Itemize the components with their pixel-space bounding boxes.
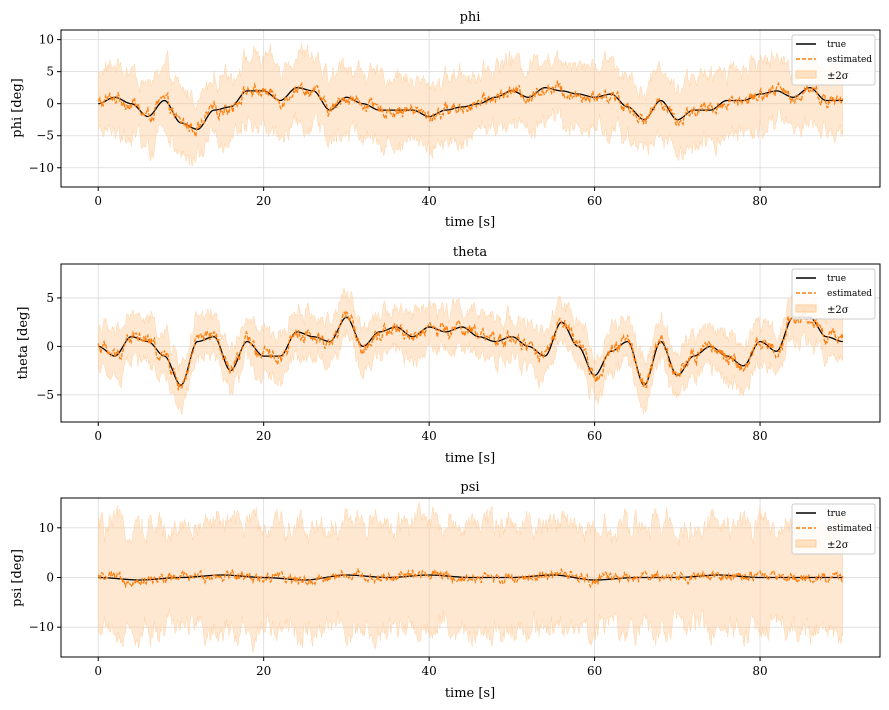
y-axis-label: psi [deg] — [10, 549, 25, 607]
estimated-series-line — [97, 79, 844, 139]
axis-ticks: 0 20 40 60 80 −10 −5 0 5 10 — [29, 33, 768, 208]
x-axis-label: time [s] — [445, 215, 495, 230]
legend-label-band: ±2σ — [827, 305, 849, 316]
y-tick-label: 0 — [46, 339, 54, 353]
subplot-psi: psi 0 20 40 60 80 −10 0 10 time [s] psi … — [10, 480, 881, 701]
y-tick-label: 10 — [39, 521, 54, 535]
legend-label-true: true — [827, 274, 846, 284]
y-tick-label: 0 — [46, 571, 54, 585]
x-axis-label: time [s] — [445, 686, 495, 701]
legend-label-band: ±2σ — [827, 71, 849, 82]
legend-swatch-band — [795, 539, 817, 548]
legend: true estimated ±2σ — [791, 34, 876, 86]
legend-label-true: true — [827, 509, 846, 519]
legend-label-band: ±2σ — [827, 540, 849, 551]
plot-frame — [60, 263, 881, 423]
x-tick-label: 40 — [421, 429, 436, 443]
x-tick-label: 0 — [94, 664, 102, 678]
estimated-series-line — [98, 567, 844, 589]
y-tick-label: −5 — [36, 129, 54, 143]
y-axis-label: theta [deg] — [16, 307, 31, 380]
sigma-band — [97, 287, 844, 416]
x-tick-label: 20 — [256, 194, 271, 208]
x-tick-label: 0 — [94, 429, 102, 443]
subplot-theta: theta 0 20 40 60 80 −5 0 5 time [s] thet… — [16, 245, 881, 466]
legend: true estimated ±2σ — [791, 503, 876, 555]
y-tick-label: 10 — [39, 33, 54, 47]
x-tick-label: 40 — [421, 194, 436, 208]
chart-title: phi — [460, 10, 481, 25]
legend-swatch-band — [795, 70, 817, 79]
x-tick-label: 60 — [587, 429, 602, 443]
x-tick-label: 80 — [752, 194, 767, 208]
y-tick-label: −5 — [36, 388, 54, 402]
y-tick-label: −10 — [29, 620, 54, 634]
estimated-series-line — [97, 308, 844, 391]
legend: true estimated ±2σ — [791, 268, 876, 320]
x-tick-label: 0 — [94, 194, 102, 208]
x-tick-label: 80 — [752, 429, 767, 443]
x-tick-label: 60 — [587, 194, 602, 208]
sigma-band — [97, 43, 844, 166]
y-tick-label: 5 — [46, 65, 54, 79]
legend-label-estimated: estimated — [827, 289, 872, 299]
y-tick-label: 0 — [46, 97, 54, 111]
x-tick-label: 80 — [752, 664, 767, 678]
chart-title: theta — [453, 245, 488, 260]
chart-title: psi — [460, 480, 479, 495]
legend-label-estimated: estimated — [827, 55, 872, 65]
y-tick-label: −10 — [29, 161, 54, 175]
axis-ticks: 0 20 40 60 80 −10 0 10 — [29, 521, 768, 678]
y-tick-label: 5 — [46, 291, 54, 305]
x-tick-label: 60 — [587, 664, 602, 678]
legend-label-estimated: estimated — [827, 524, 872, 534]
legend-swatch-band — [795, 304, 817, 313]
x-axis-label: time [s] — [445, 451, 495, 466]
subplot-phi: phi 0 20 40 60 80 −10 −5 0 5 10 time [s]… — [10, 10, 881, 230]
plot-frame — [60, 497, 881, 658]
legend-label-true: true — [827, 40, 846, 50]
x-tick-label: 40 — [421, 664, 436, 678]
y-axis-label: phi [deg] — [10, 78, 25, 137]
x-tick-label: 20 — [256, 429, 271, 443]
x-tick-label: 20 — [256, 664, 271, 678]
axis-ticks: 0 20 40 60 80 −5 0 5 — [36, 291, 767, 443]
plot-frame — [60, 29, 881, 188]
